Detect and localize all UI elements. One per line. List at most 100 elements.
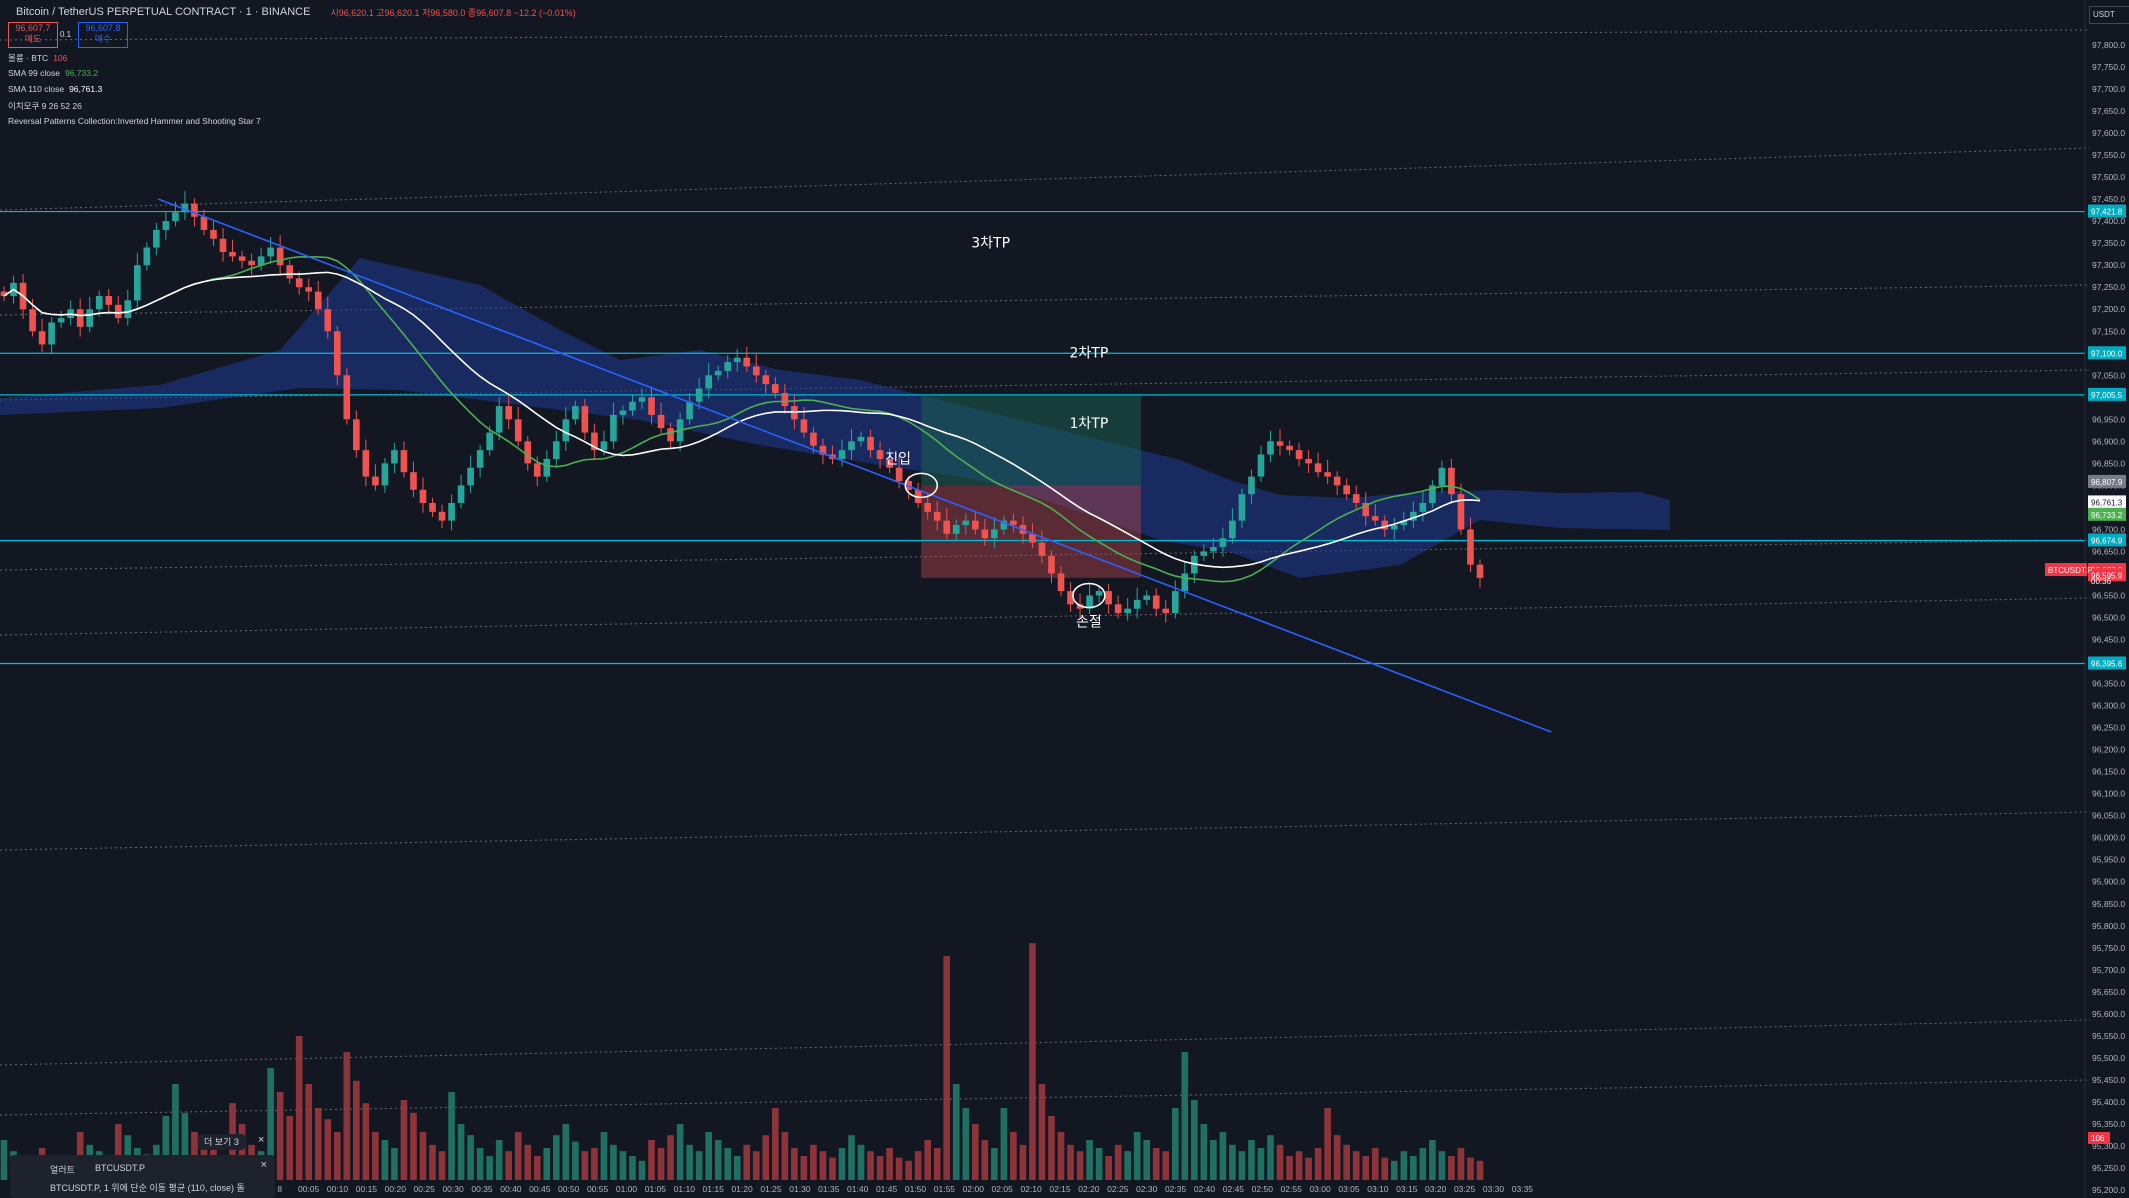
volume-bar: [924, 1140, 932, 1180]
volume-badge-text: 106: [2091, 1134, 2105, 1143]
candle-body: [1038, 542, 1046, 556]
currency-selector[interactable]: USDT: [2089, 6, 2129, 24]
moving-averages: [3, 255, 1481, 583]
symbol-title[interactable]: Bitcoin / TetherUS PERPETUAL CONTRACT · …: [16, 6, 311, 18]
volume-bar: [1390, 1160, 1398, 1180]
price-tick-label: 95,250.0: [2092, 1163, 2125, 1173]
sell-price: 96,607.7: [15, 23, 51, 33]
volume-bar: [391, 1148, 398, 1180]
volume-bar: [372, 1132, 379, 1180]
annotation-label: 진입: [885, 451, 911, 467]
price-badge: [2088, 507, 2126, 521]
level-price-badge: [2088, 533, 2126, 547]
trendline-layer[interactable]: [158, 198, 1552, 733]
close-icon[interactable]: ×: [260, 1159, 267, 1171]
candle-body: [657, 414, 665, 429]
legend-item[interactable]: SMA 99 close 96,733.2: [8, 68, 98, 78]
time-tick-label: 03:35: [1512, 1184, 1534, 1194]
time-tick-label: 01:25: [760, 1184, 782, 1194]
candle-body: [848, 441, 855, 451]
price-axis[interactable]: 97,800.0 97,750.0 97,700.0 97,650.0 97,600.0…: [2084, 0, 2125, 1198]
legend-item[interactable]: SMA 110 close 96,761.3: [8, 84, 102, 94]
volume-bar: [505, 1151, 513, 1180]
volume-bar: [514, 1132, 522, 1180]
legend-item[interactable]: 이치모쿠 9 26 52 26: [8, 100, 87, 112]
alert-toast[interactable]: 얼러트 BTCUSDT.P BTCUSDT.P, 1 위에 단순 이동 평균 (…: [10, 1155, 275, 1198]
candle-body: [438, 511, 446, 521]
candle-body: [610, 414, 617, 442]
volume-bar: [591, 1148, 598, 1180]
volume-bar: [1276, 1144, 1284, 1180]
volume-bar: [1095, 1148, 1103, 1180]
volume-bar: [1133, 1132, 1141, 1180]
time-axis[interactable]: 4523:5023:55800:0500:1000:1500:2000:2500…: [188, 1184, 1533, 1194]
candle-body: [1448, 467, 1455, 495]
volume-bar: [724, 1148, 732, 1180]
buy-button[interactable]: 96,607.8 매수: [78, 22, 128, 48]
volume-bar: [343, 1052, 351, 1180]
level-price-badge: [2088, 346, 2126, 360]
candle-body: [838, 450, 846, 459]
time-tick-label: 00:30: [442, 1184, 464, 1194]
legend-label: 이치모쿠 9 26 52 26: [8, 101, 82, 111]
candle-body: [552, 441, 560, 459]
volume-bar: [572, 1141, 579, 1180]
more-alerts-button[interactable]: 더 보기 3: [198, 1134, 245, 1150]
price-badge-text: 96,807.9: [2091, 478, 2123, 487]
volume-bar: [467, 1135, 474, 1180]
volume-bar: [676, 1124, 684, 1180]
volume-bar: [1029, 943, 1036, 1180]
volume-bar: [419, 1132, 427, 1180]
candle-body: [0, 291, 8, 297]
candle-body: [867, 436, 874, 451]
candle-body: [229, 251, 236, 257]
candle-body: [1076, 604, 1084, 609]
spread-value: 0.1: [60, 30, 72, 39]
legend-item[interactable]: 볼륨 · BTC 106: [8, 52, 67, 64]
volume-bar: [1067, 1144, 1074, 1180]
candle-body: [1343, 485, 1350, 495]
volume-bar: [476, 1148, 484, 1180]
time-tick-label: 02:30: [1136, 1184, 1158, 1194]
alert-symbol: BTCUSDT.P: [95, 1163, 146, 1173]
volume-bar: [905, 1160, 912, 1180]
volume-bar: [1171, 1108, 1179, 1180]
candle-body: [1457, 494, 1465, 530]
volume-bar: [1448, 1156, 1455, 1180]
dotted-line: [0, 597, 2091, 636]
volume-bar: [286, 1116, 293, 1180]
candle-body: [353, 419, 360, 451]
time-tick-label: 01:00: [616, 1184, 638, 1194]
trendline: [158, 198, 1552, 733]
volume-bar: [933, 1148, 941, 1180]
candle-body: [705, 375, 712, 389]
horizontal-levels[interactable]: [0, 210, 2085, 665]
volume-bar: [1429, 1140, 1436, 1180]
volume-bar: [781, 1132, 789, 1180]
volume-bar: [1238, 1151, 1246, 1180]
more-close-icon[interactable]: ×: [258, 1134, 265, 1146]
ichimoku-cloud: [0, 258, 1670, 578]
time-tick-label: 02:00: [963, 1184, 985, 1194]
candle-body: [1305, 458, 1312, 464]
volume-bar: [305, 1084, 313, 1180]
candle-body: [714, 370, 722, 376]
level-price-text: 96,395.6: [2091, 659, 2123, 668]
price-tick-label: 97,450.0: [2092, 194, 2125, 204]
candle-body: [324, 309, 332, 332]
candle-body: [333, 331, 341, 376]
volume-bar: [1371, 1148, 1379, 1180]
legend-item[interactable]: Reversal Patterns Collection:Inverted Ha…: [8, 116, 266, 126]
cloud-area: [0, 258, 1670, 578]
price-tick-label: 95,700.0: [2092, 965, 2125, 975]
candle-body: [114, 304, 122, 319]
volume-bar: [848, 1135, 855, 1180]
dotted-line: [0, 369, 2091, 401]
sell-button[interactable]: 96,607.7 매도: [8, 22, 58, 48]
time-tick-label: 02:15: [1049, 1184, 1071, 1194]
volume-bar: [686, 1144, 693, 1180]
time-tick-label: 00:20: [385, 1184, 407, 1194]
price-tick-label: 96,700.0: [2092, 524, 2125, 534]
candle-body: [1067, 591, 1074, 605]
